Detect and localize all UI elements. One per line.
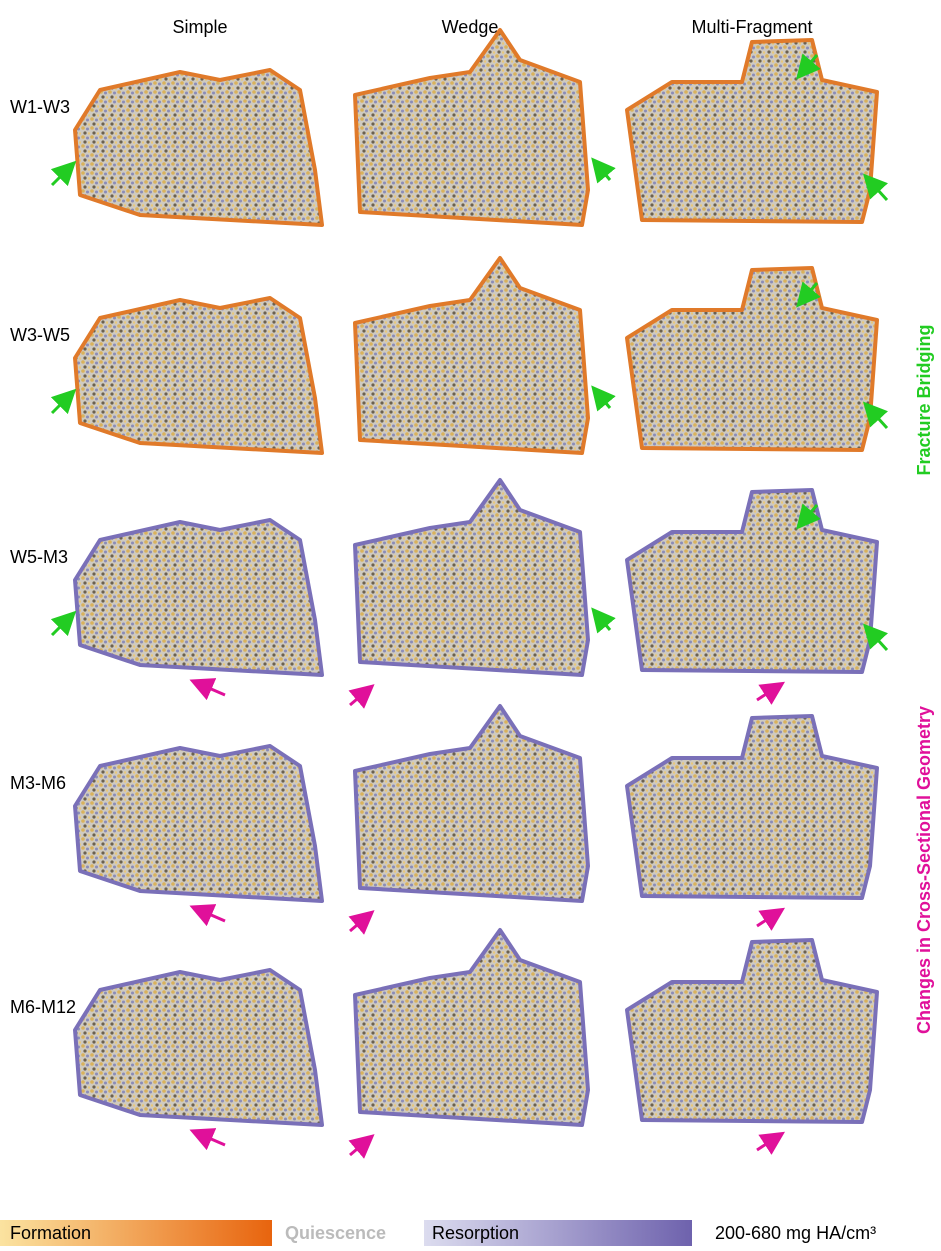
magenta-arrow [348, 684, 375, 709]
bone-section [73, 296, 324, 455]
green-arrow [862, 173, 889, 202]
bone-section [73, 744, 324, 903]
magenta-arrow [189, 1128, 226, 1151]
cells: Simple Wedge Multi-Fragment W1-W3 W3-W5 W5-M3… [10, 17, 889, 1159]
magenta-arrow [348, 1134, 375, 1159]
green-arrow [50, 388, 77, 415]
row-label: M6-M12 [10, 997, 76, 1017]
row-label: W5-M3 [10, 547, 68, 567]
bone-section [625, 266, 879, 452]
column-header: Multi-Fragment [691, 17, 812, 37]
bone-section [625, 38, 879, 224]
bone-section [353, 256, 590, 455]
bone-section [353, 928, 590, 1127]
formation-scale [0, 1220, 272, 1246]
green-arrow [796, 503, 821, 530]
legend-label: 200-680 mg HA/cm³ [715, 1223, 876, 1243]
legend-label: Resorption [432, 1223, 519, 1243]
legend-label: Quiescence [285, 1223, 386, 1243]
green-arrow [591, 157, 616, 184]
bone-section [625, 714, 879, 900]
legend-label: Formation [10, 1223, 91, 1243]
bone-section [625, 488, 879, 674]
green-arrow [50, 160, 77, 187]
bone-section [73, 518, 324, 677]
bone-section [353, 28, 590, 227]
magenta-arrow [348, 910, 375, 935]
green-arrow [862, 623, 889, 652]
side-label: Fracture Bridging [914, 324, 934, 475]
bone-section [353, 478, 590, 677]
bone-section [353, 704, 590, 903]
green-arrow [796, 281, 821, 308]
green-arrow [862, 401, 889, 430]
bone-section [73, 968, 324, 1127]
bone-section [625, 938, 879, 1124]
green-arrow [50, 610, 77, 637]
green-arrow [796, 53, 821, 80]
row-label: W3-W5 [10, 325, 70, 345]
magenta-arrow [756, 1131, 786, 1155]
column-header: Simple [172, 17, 227, 37]
magenta-arrow [189, 904, 226, 927]
bone-section [73, 68, 324, 227]
magenta-arrow [756, 681, 786, 705]
row-label: W1-W3 [10, 97, 70, 117]
side-label: Changes in Cross-Sectional Geometry [914, 706, 934, 1034]
resorption-scale [424, 1220, 692, 1246]
magenta-arrow [189, 678, 226, 701]
green-arrow [591, 385, 616, 412]
magenta-arrow [756, 907, 786, 931]
row-label: M3-M6 [10, 773, 66, 793]
column-header: Wedge [442, 17, 499, 37]
green-arrow [591, 607, 616, 634]
